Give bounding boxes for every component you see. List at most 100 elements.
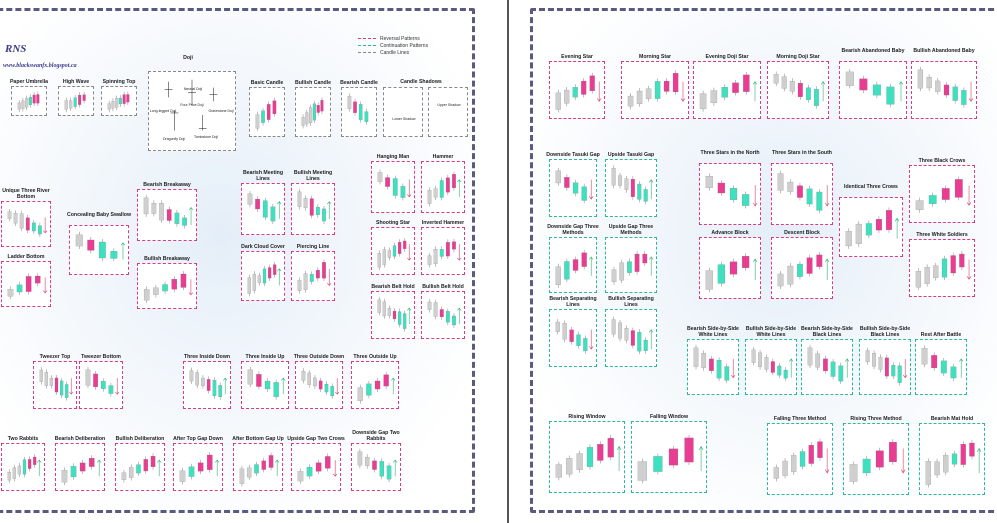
candle-body bbox=[252, 273, 256, 291]
arrow-down-icon bbox=[43, 277, 48, 294]
after-bottom-gap-up-title: After Bottom Gap Up bbox=[232, 436, 284, 442]
candle-body bbox=[159, 203, 164, 221]
three-white-soldiers-title: Three White Soldiers bbox=[916, 232, 968, 238]
candle-body bbox=[247, 193, 253, 205]
candle-body bbox=[627, 261, 632, 273]
candle-body bbox=[607, 438, 614, 458]
candle-body bbox=[427, 301, 432, 310]
candle-body bbox=[928, 195, 937, 204]
candle-body bbox=[267, 267, 272, 279]
candle-body bbox=[309, 198, 314, 216]
evening-star-chart bbox=[555, 72, 602, 113]
candle-body bbox=[787, 265, 794, 285]
candle-body bbox=[16, 284, 23, 293]
downside-tasuki-gap-chart bbox=[555, 167, 594, 204]
candle-body bbox=[806, 257, 813, 274]
candle-body bbox=[439, 309, 444, 318]
candle-body bbox=[400, 186, 406, 198]
candle-body bbox=[721, 87, 728, 98]
bullish-candle-title: Bullish Candle bbox=[294, 80, 332, 86]
tweezer-top-card bbox=[33, 361, 77, 409]
candle-body bbox=[382, 301, 386, 317]
three-outside-up-card bbox=[351, 361, 399, 409]
candle-body bbox=[247, 277, 251, 294]
candle-body bbox=[627, 95, 634, 107]
candle-body bbox=[427, 190, 432, 204]
candle-body bbox=[954, 179, 963, 198]
falling-window-chart bbox=[637, 434, 704, 484]
dark-cloud-cover-title: Dark Cloud Cover bbox=[241, 244, 285, 250]
candle-body bbox=[581, 186, 587, 201]
evening-doji-star-chart bbox=[699, 71, 758, 112]
candle-body bbox=[782, 460, 788, 476]
candle-body bbox=[87, 239, 95, 251]
candle-body bbox=[150, 456, 156, 467]
doji-label-5: Tombstone Doji bbox=[193, 135, 219, 139]
candle-body bbox=[239, 468, 245, 484]
candle-body bbox=[188, 466, 195, 477]
candle-body bbox=[320, 100, 324, 112]
upside-gap-three-methods-title: Upside Gap Three Methods bbox=[608, 224, 654, 236]
downside-gap-three-methods-title: Downside Gap Three Methods bbox=[547, 224, 599, 236]
three-inside-down-card bbox=[183, 361, 231, 409]
candle-body bbox=[25, 276, 32, 292]
candle-body bbox=[865, 350, 870, 362]
after-top-gap-down-title: After Top Gap Down bbox=[173, 436, 223, 442]
doji-card: Neutral Doji Long-legged Doji Four Price… bbox=[148, 71, 236, 151]
downside-gap-three-methods-chart bbox=[555, 249, 594, 288]
candle-body bbox=[845, 231, 852, 247]
candle-body bbox=[743, 74, 750, 92]
candle-body bbox=[797, 263, 803, 277]
candle-body bbox=[21, 100, 25, 109]
arrow-up-icon bbox=[275, 459, 280, 477]
candle-body bbox=[364, 457, 370, 466]
bearish-side-by-side-white-lines-title: Bearish Side-by-Side White Lines bbox=[687, 326, 739, 338]
candle-body bbox=[322, 262, 326, 279]
candle-body bbox=[862, 458, 871, 474]
candle-body bbox=[264, 380, 271, 390]
candle-body bbox=[969, 442, 975, 457]
candle-body bbox=[797, 83, 803, 97]
lower-shadow-label: Lower Shadow bbox=[392, 117, 416, 121]
candle-body bbox=[555, 92, 561, 110]
candle-body bbox=[313, 377, 317, 387]
candle-body bbox=[637, 183, 642, 200]
legend-item-reversal: Reversal Patterns bbox=[358, 35, 428, 42]
candle-body bbox=[82, 94, 86, 101]
arrow-down-icon bbox=[752, 185, 758, 207]
candle-body bbox=[59, 380, 64, 396]
candle-body bbox=[322, 208, 326, 222]
candle-body bbox=[128, 467, 134, 478]
arrow-up-icon bbox=[820, 81, 826, 102]
candle-body bbox=[845, 71, 854, 86]
legend-item-candle-lines: Candle Lines bbox=[358, 49, 428, 56]
advance-block-chart bbox=[705, 253, 758, 293]
candle-body bbox=[353, 101, 357, 113]
bullish-belt-hold-card bbox=[421, 291, 465, 339]
candle-body bbox=[926, 76, 932, 89]
inverted-hammer-card bbox=[421, 227, 465, 275]
candle-body bbox=[207, 454, 213, 470]
candle-body bbox=[255, 198, 260, 210]
candle-body bbox=[566, 458, 573, 475]
candle-body bbox=[136, 464, 141, 474]
bullish-meeting-lines-title: Bullish Meeting Lines bbox=[293, 170, 333, 182]
candle-body bbox=[643, 189, 648, 202]
candle-body bbox=[611, 269, 617, 283]
evening-star-title: Evening Star bbox=[561, 54, 593, 60]
arrow-up-icon bbox=[120, 242, 126, 260]
candle-body bbox=[374, 380, 381, 390]
candle-body bbox=[943, 455, 949, 473]
candle-body bbox=[297, 191, 302, 207]
candle-body bbox=[439, 249, 444, 257]
arrow-up-icon bbox=[281, 377, 286, 395]
concealing-baby-swallow-chart bbox=[75, 231, 126, 262]
candle-body bbox=[917, 69, 924, 89]
candle-body bbox=[78, 94, 82, 105]
brand-title: RNS bbox=[5, 43, 27, 55]
candle-body bbox=[358, 104, 363, 120]
arrow-up-icon bbox=[589, 256, 594, 276]
candle-body bbox=[742, 194, 750, 206]
candle-body bbox=[777, 173, 784, 191]
candle-body bbox=[445, 311, 450, 323]
